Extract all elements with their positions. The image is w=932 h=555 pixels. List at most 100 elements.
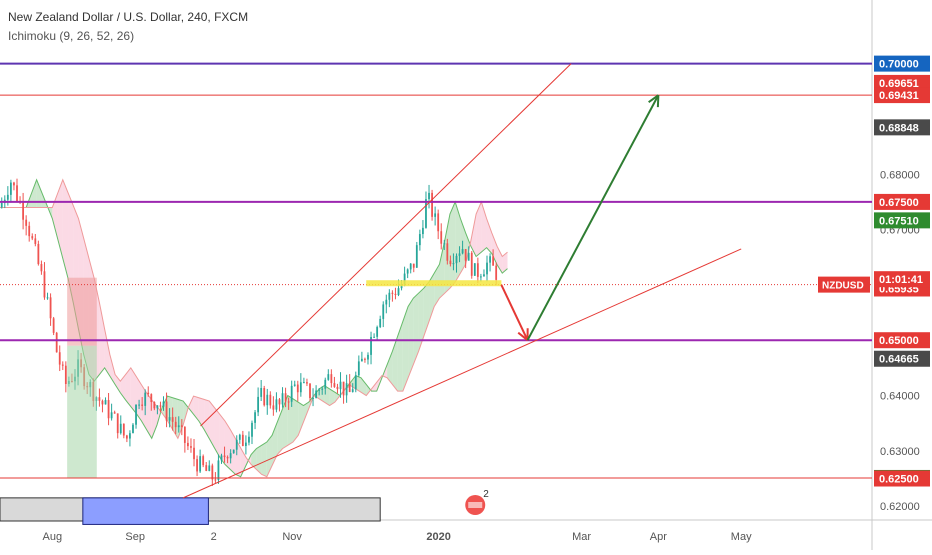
candle-body [160,405,162,406]
candle-body [184,427,186,443]
event-badge-count: 2 [483,489,489,500]
indicator-label[interactable]: Ichimoku (9, 26, 52, 26) [8,29,134,43]
candle-body [166,401,168,420]
candle-body [156,405,158,408]
x-tick-label: Nov [282,531,302,543]
candle-body [153,402,155,408]
candle-body [126,435,128,438]
x-tick-label: 2 [211,531,217,543]
candle-body [28,226,30,236]
candle-body [364,359,366,360]
candle-body [141,405,143,406]
candle-body [282,393,284,404]
candle-body [337,387,339,389]
candle-body [407,269,409,273]
candle-body [312,398,314,399]
candle-body [53,318,55,333]
symbol-badge: NZDUSD [822,281,864,292]
candle-body [129,433,131,438]
y-tick-label: 0.68000 [880,169,920,181]
candle-body [163,401,165,406]
candle-body [379,319,381,327]
candle-body [65,366,67,384]
candle-body [105,400,107,404]
candle-body [456,256,458,263]
candle-body [465,249,467,261]
candle-body [257,397,259,412]
candle-body [260,388,262,397]
candle-body [443,243,445,244]
candle-body [306,382,308,383]
x-tick-label: Mar [572,531,591,543]
x-tick-label: Aug [43,531,63,543]
candle-body [230,453,232,458]
candle-body [330,374,332,383]
candle-body [37,244,39,264]
candle-body [108,400,110,418]
candle-body [117,413,119,433]
cloud-segment [450,202,455,288]
candle-body [449,261,451,264]
candle-body [346,383,348,395]
candle-body [285,393,287,401]
projection-up-arrow-shaft [528,95,659,340]
candle-body [245,443,247,446]
candle-body [279,399,281,404]
candle-body [340,382,342,389]
red-zone [67,278,97,346]
candle-body [59,352,61,364]
candle-body [434,213,436,216]
candle-body [272,405,274,409]
candle-body [474,263,476,276]
candle-body [236,440,238,450]
x-tick-label: 2020 [426,531,450,543]
candle-body [199,456,201,471]
candle-body [135,405,137,425]
candle-body [123,424,125,436]
candle-body [480,276,482,277]
candle-body [300,382,302,392]
candle-body [138,405,140,406]
candle-body [410,264,412,270]
candle-body [382,304,384,319]
candle-body [221,456,223,461]
candle-body [361,359,363,362]
candle-body [358,361,360,375]
candle-body [211,465,213,479]
candle-body [187,443,189,446]
candle-body [181,425,183,426]
x-tick-label: Apr [650,531,667,543]
candle-body [269,395,271,406]
candle-body [114,412,116,413]
candle-body [437,213,439,231]
event-icon-stripe [468,502,482,508]
candle-body [62,365,64,366]
candle-body [239,435,241,440]
candle-body [214,479,216,480]
y-tick-label: 0.64000 [880,391,920,403]
candle-body [248,437,250,443]
candle-body [147,393,149,394]
candle-body [144,393,146,406]
candle-body [334,383,336,387]
candle-body [297,385,299,393]
candle-body [495,266,497,280]
candle-body [172,417,174,422]
cloud-segment [204,399,209,438]
candle-body [388,293,390,300]
candle-body [428,193,430,199]
candle-body [175,422,177,427]
price-label: 0.64665 [879,354,919,366]
candle-body [395,294,397,295]
candle-body [208,465,210,470]
candle-body [169,417,171,420]
cloud-segment [419,288,424,351]
projection-down-arrow-shaft [501,285,527,340]
candle-body [99,397,101,401]
candle-body [254,412,256,423]
candle-body [416,245,418,268]
price-label: 0.69431 [879,90,919,102]
candle-body [196,459,198,471]
